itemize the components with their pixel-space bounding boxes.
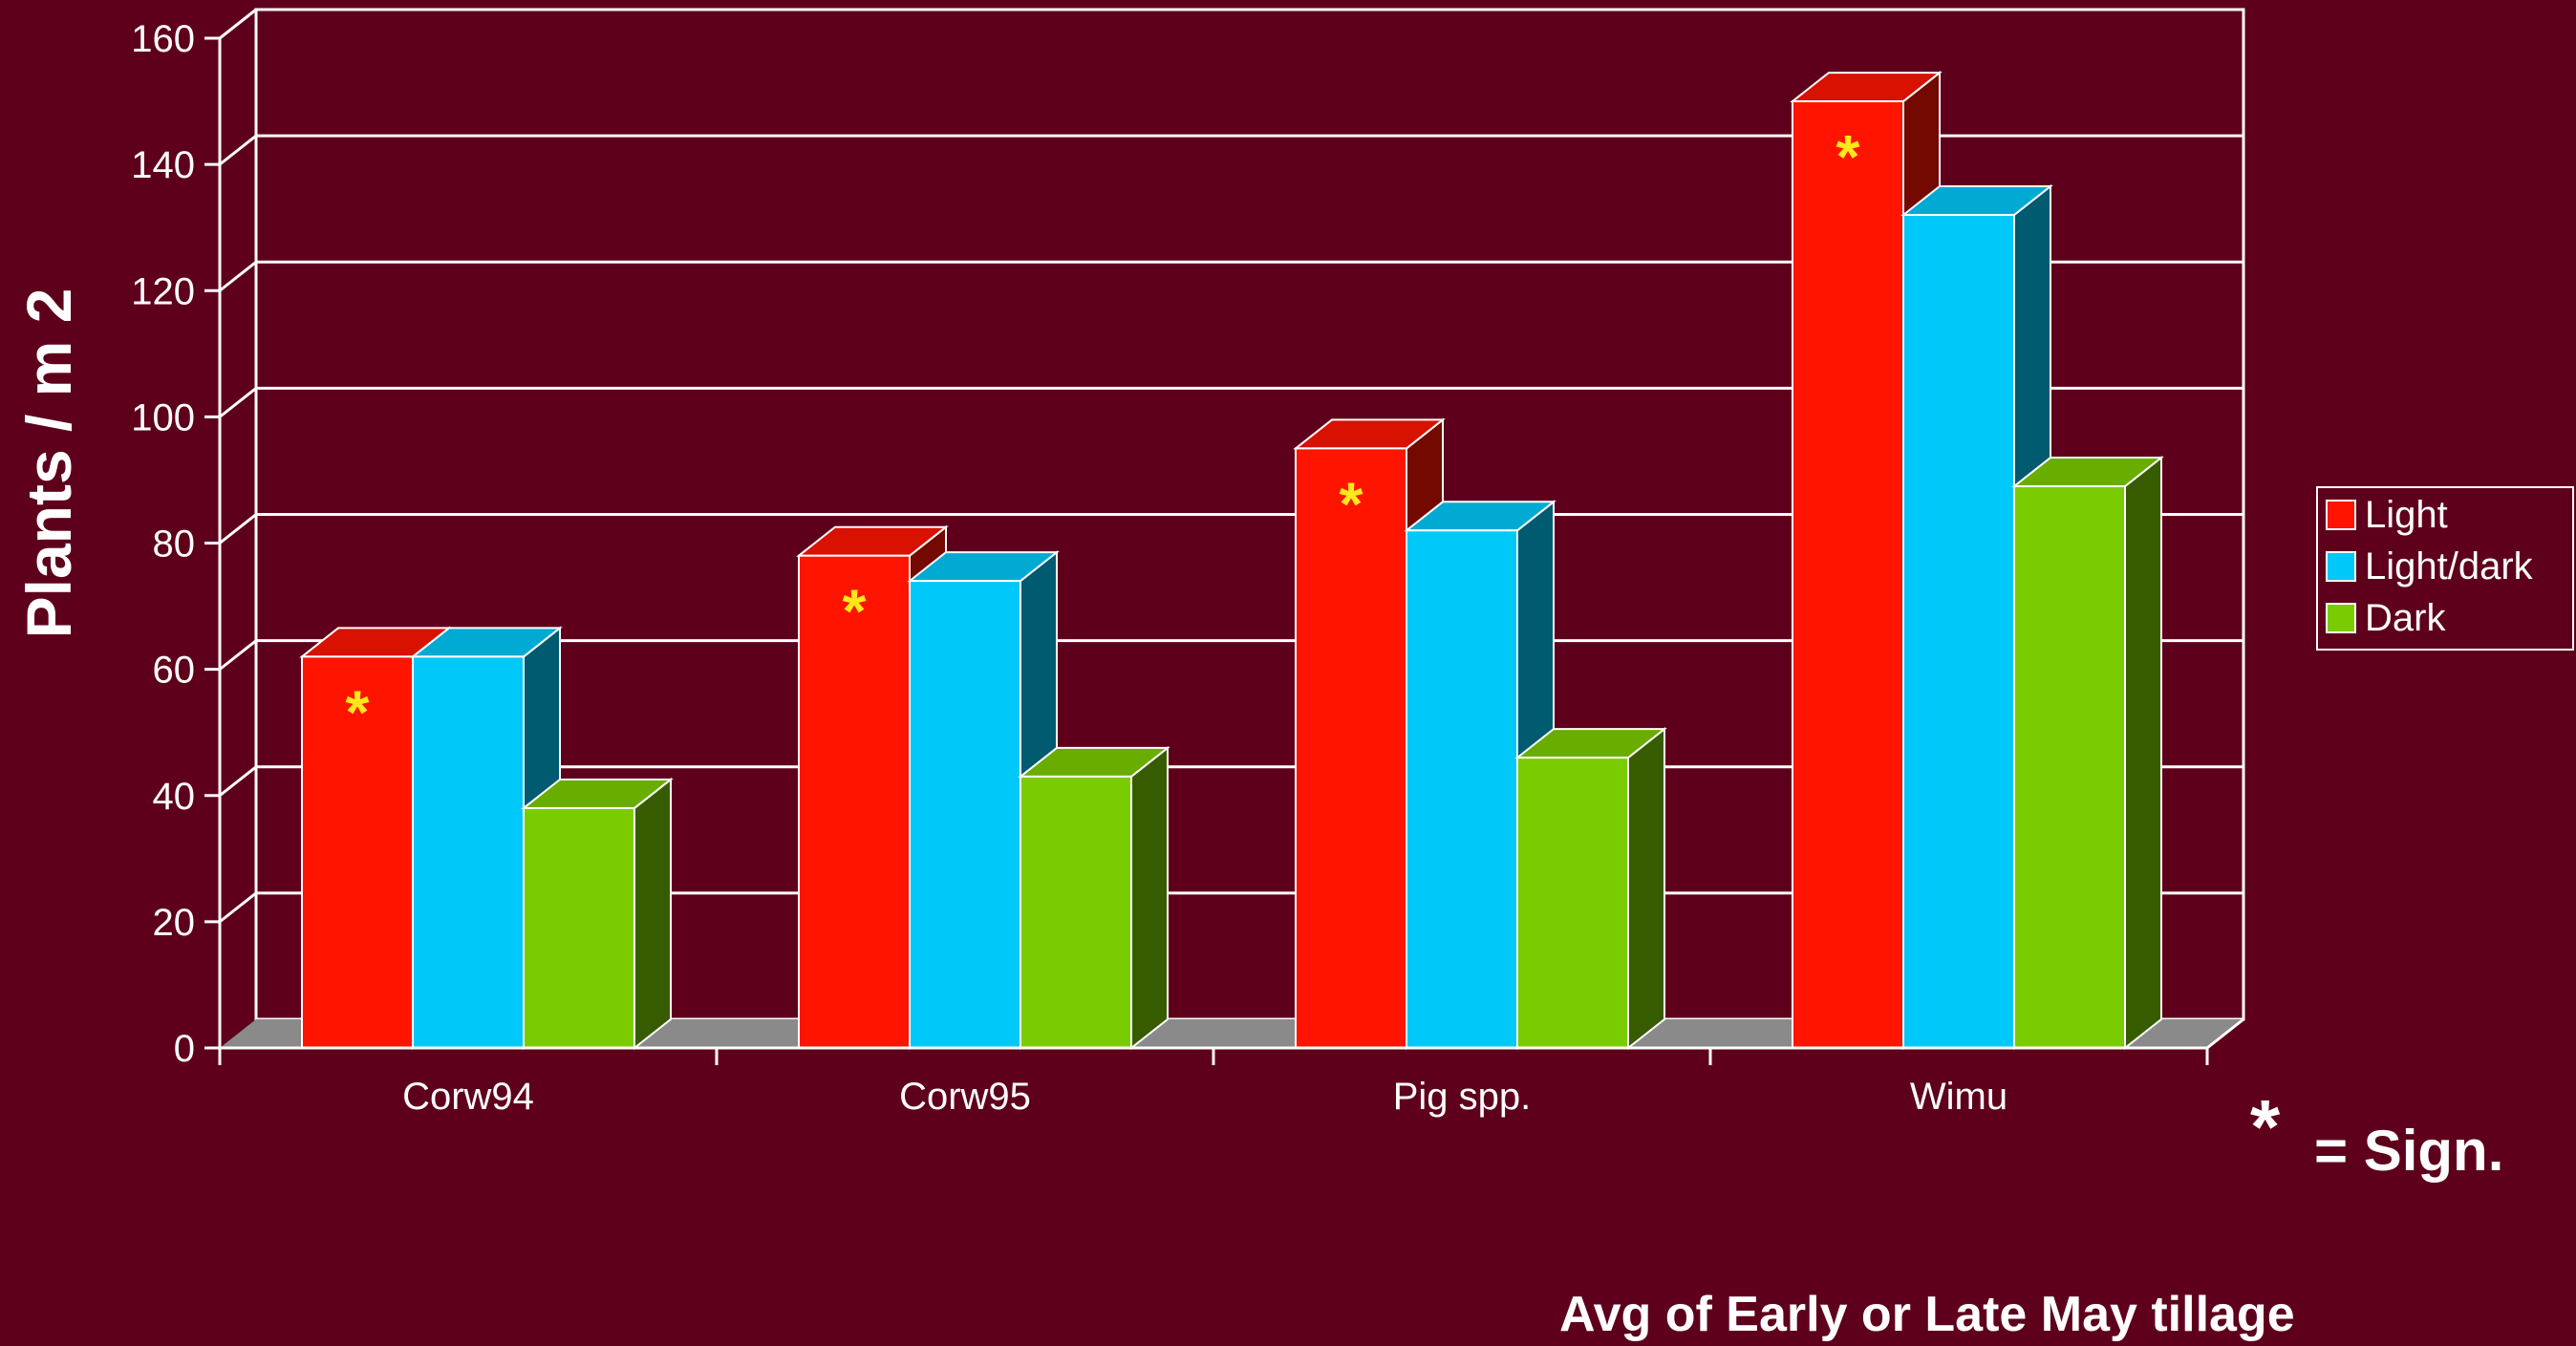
- bar-front: [1792, 100, 1904, 1049]
- x-tick-label: Pig spp.: [1393, 1076, 1532, 1118]
- bar-front: [1020, 775, 1132, 1050]
- significance-legend-text: = Sign.: [2314, 1119, 2504, 1183]
- y-tick-label: 40: [153, 776, 196, 818]
- legend-swatch: [2326, 551, 2356, 582]
- bar-front: [909, 580, 1021, 1049]
- bar-side: [1627, 727, 1665, 1051]
- floor-plane: [220, 1019, 2243, 1048]
- legend-label: Dark: [2365, 597, 2446, 639]
- bar-dark-0: [521, 777, 674, 1051]
- y-tick-label: 80: [153, 523, 196, 566]
- axis-corner-line: [219, 8, 257, 40]
- y-tick-label: 120: [131, 270, 195, 312]
- bar-front: [1295, 447, 1407, 1049]
- significance-star: *: [1340, 469, 1363, 538]
- gridline-side: [219, 134, 257, 166]
- footnote: Avg of Early or Late May tillage: [1559, 1287, 2295, 1342]
- bar-dark-2: [1514, 727, 1667, 1051]
- gridline-side: [219, 261, 257, 292]
- significance-markers: * * * *: [346, 122, 1860, 746]
- significance-star: *: [1836, 122, 1860, 191]
- bar-front: [301, 655, 414, 1049]
- bar-front: [412, 655, 525, 1049]
- y-tick-label: 20: [153, 902, 196, 944]
- x-axis-end-line: [2206, 1017, 2244, 1050]
- legend: Light Light/dark Dark: [2316, 486, 2574, 651]
- legend-label: Light: [2365, 494, 2448, 536]
- bar-side: [2124, 455, 2162, 1051]
- x-tick-labels: Corw94 Corw95 Pig spp. Wimu: [402, 1076, 2007, 1118]
- bar-dark-1: [1018, 745, 1170, 1051]
- significance-star: *: [346, 677, 370, 746]
- y-tick-label: 0: [174, 1028, 195, 1070]
- x-tick-label: Corw95: [899, 1076, 1031, 1118]
- y-axis-label: Plants / m 2: [13, 288, 84, 639]
- bar-front: [1406, 529, 1518, 1049]
- axes: [204, 8, 2244, 1065]
- y-tick-label: 60: [153, 650, 196, 692]
- gridline-side: [219, 513, 257, 545]
- gridline-side: [219, 765, 257, 797]
- y-tick-label: 160: [131, 18, 195, 60]
- bar-side: [1130, 745, 1169, 1051]
- bar-front: [2013, 485, 2126, 1049]
- y-tick-label: 140: [131, 144, 195, 186]
- significance-star: *: [843, 577, 867, 646]
- legend-swatch: [2326, 603, 2356, 633]
- legend-label: Light/dark: [2365, 545, 2534, 588]
- bar-front: [1902, 213, 2015, 1050]
- bar-side: [633, 777, 672, 1051]
- bars: [299, 70, 2164, 1051]
- gridline-side: [219, 891, 257, 924]
- significance-legend-star: *: [2250, 1084, 2281, 1169]
- x-tick-label: Wimu: [1910, 1076, 2007, 1118]
- gridline-side: [219, 387, 257, 418]
- legend-swatch: [2326, 500, 2356, 530]
- bar-front: [523, 806, 635, 1050]
- chart-floor: [220, 1019, 2243, 1048]
- y-tick-label: 100: [131, 396, 195, 438]
- y-tick-labels: 0 20 40 60 80 100 120 140 160: [131, 18, 195, 1070]
- legend-box: [2316, 486, 2574, 651]
- bar-front: [1516, 757, 1629, 1049]
- bar-dark-3: [2011, 455, 2164, 1051]
- gridline-side: [219, 639, 257, 671]
- x-tick-label: Corw94: [402, 1076, 534, 1118]
